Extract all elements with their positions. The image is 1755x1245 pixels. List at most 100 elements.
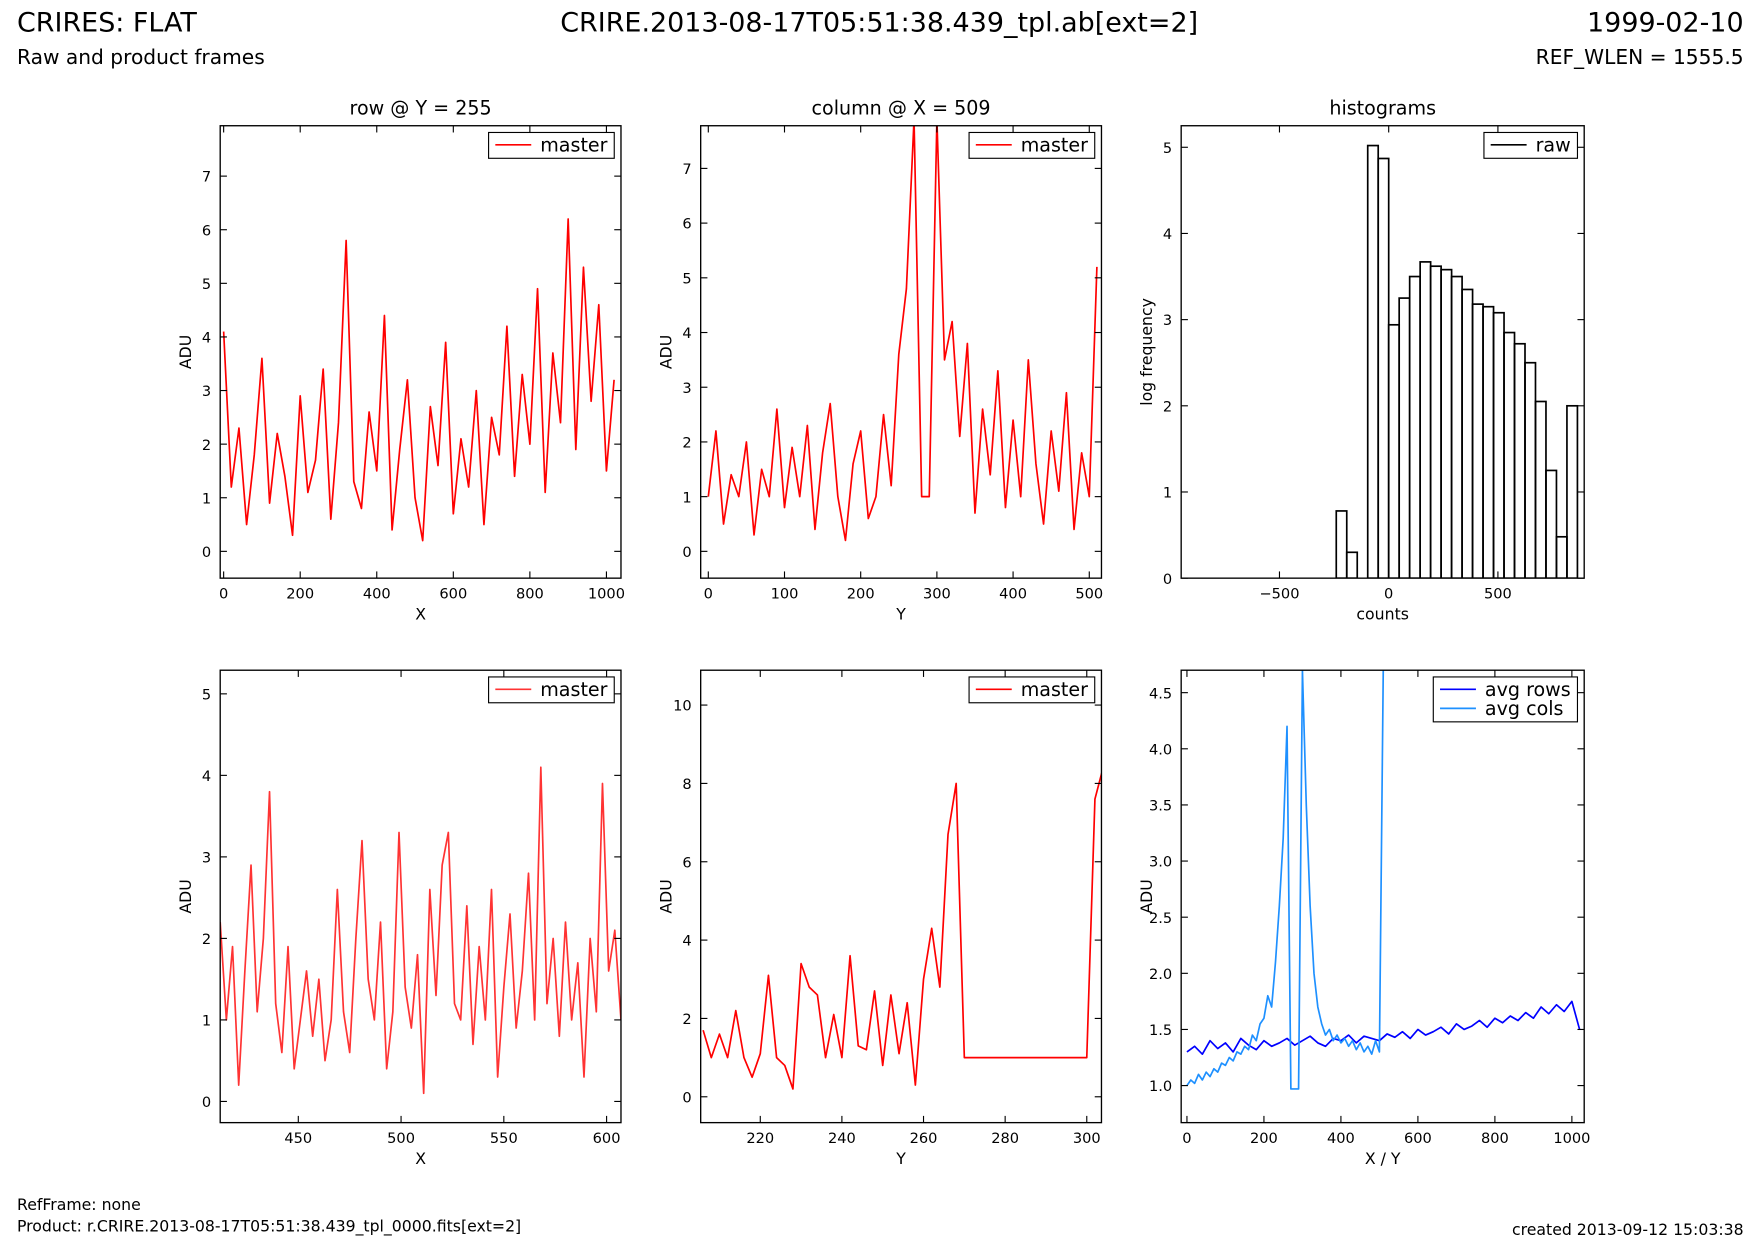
- axes-frame: [1180, 669, 1585, 1124]
- histogram-bin: [1419, 261, 1432, 579]
- y-axis-label: ADU: [1137, 879, 1156, 913]
- y-tick-label: 4.0: [1149, 741, 1172, 758]
- x-tick-label: 300: [923, 585, 951, 602]
- histogram-bin: [1545, 469, 1558, 579]
- y-tick-label: 3.0: [1149, 854, 1172, 871]
- plot-area: [222, 218, 615, 542]
- x-axis-label: X: [415, 1149, 426, 1168]
- y-tick-label: 3: [1163, 312, 1172, 329]
- y-tick-label: 1: [1163, 485, 1172, 502]
- y-tick-label: 6: [202, 222, 211, 239]
- y-tick-label: 0: [202, 544, 211, 561]
- x-tick-label: 550: [490, 1130, 518, 1147]
- y-tick-label: 6: [682, 216, 691, 233]
- y-tick-label: 1: [682, 489, 691, 506]
- legend: master: [968, 676, 1096, 704]
- x-tick-label: 400: [999, 585, 1027, 602]
- histogram-bin: [1492, 311, 1505, 579]
- footer-created: created 2013-09-12 15:03:38: [1512, 1220, 1744, 1239]
- axes-frame: [700, 125, 1103, 579]
- y-tick-label: 1: [202, 1013, 211, 1030]
- legend-label: master: [540, 135, 607, 157]
- y-tick-label: 4.5: [1149, 685, 1172, 702]
- axes: Y ADU 220 240 260 280 300 0 2 4 6 8 10 master: [656, 669, 1103, 1168]
- x-tick-label: 280: [991, 1130, 1019, 1147]
- histogram-bin: [1429, 265, 1442, 579]
- y-tick-label: 5: [202, 276, 211, 293]
- legend-label: master: [1021, 135, 1088, 157]
- y-tick-label: 5: [202, 686, 211, 703]
- y-tick-label: 5: [682, 270, 691, 287]
- x-tick-label: 450: [284, 1130, 312, 1147]
- x-axis-label: counts: [1356, 605, 1408, 624]
- y-axis-label: ADU: [656, 335, 675, 369]
- series-line: [1186, 670, 1385, 1090]
- axes: X / Y ADU 0 200 400 600 800 1000 1.0 1.5 2.0 2.5 3.0…: [1137, 669, 1590, 1168]
- y-tick-label: 2: [682, 1011, 691, 1028]
- y-tick-label: 2: [682, 435, 691, 452]
- y-tick-label: 1: [202, 490, 211, 507]
- y-tick-label: 3.5: [1149, 798, 1172, 815]
- x-tick-label: 260: [910, 1130, 938, 1147]
- y-tick-label: 0: [202, 1094, 211, 1111]
- axes: histograms counts log frequency −500 0 500 0 1 2…: [1137, 98, 1585, 624]
- histogram-bin: [1440, 268, 1453, 579]
- y-tick-label: 4: [202, 330, 211, 347]
- legend: master: [968, 131, 1096, 159]
- y-tick-label: 6: [682, 854, 691, 871]
- x-tick-label: 240: [828, 1130, 856, 1147]
- legend-label: master: [540, 679, 607, 701]
- axes-frame: [219, 125, 622, 579]
- x-tick-label: 0: [1384, 585, 1393, 602]
- histogram-bin: [1335, 510, 1348, 579]
- y-tick-label: 7: [682, 161, 691, 178]
- x-tick-label: −500: [1259, 585, 1299, 602]
- y-axis-label: log frequency: [1137, 298, 1156, 406]
- histogram-bin: [1450, 275, 1463, 579]
- histogram-bin: [1482, 305, 1495, 579]
- x-tick-label: 200: [1250, 1130, 1278, 1147]
- series-line: [707, 125, 1098, 542]
- histogram-bin: [1513, 342, 1526, 579]
- legend: master: [488, 131, 615, 159]
- y-tick-label: 2: [1163, 398, 1172, 415]
- x-axis-label: Y: [895, 1149, 906, 1168]
- x-tick-label: 400: [1327, 1130, 1355, 1147]
- x-tick-label: 600: [593, 1130, 621, 1147]
- histogram-bin: [1398, 297, 1411, 579]
- x-tick-label: 800: [516, 585, 544, 602]
- legend-label: avg cols: [1485, 698, 1564, 720]
- series-line: [220, 766, 621, 1095]
- histogram-bin: [1408, 275, 1421, 579]
- x-tick-label: 600: [439, 585, 467, 602]
- axes: row @ Y = 255 X ADU 0 200 400 600 800 1000 0 1 2 3 4 5…: [176, 98, 625, 624]
- header-subtitle: Raw and product frames: [17, 45, 265, 69]
- axes-title: histograms: [1329, 98, 1436, 120]
- x-tick-label: 0: [704, 585, 713, 602]
- y-tick-label: 2: [202, 931, 211, 948]
- legend: raw: [1483, 131, 1579, 159]
- histogram-bin: [1566, 404, 1579, 579]
- x-tick-label: 400: [363, 585, 391, 602]
- axes-frame: [1180, 125, 1585, 579]
- y-tick-label: 2.5: [1149, 910, 1172, 927]
- y-tick-label: 4: [682, 933, 691, 950]
- header-filename: CRIRE.2013-08-17T05:51:38.439_tpl.ab[ext…: [560, 7, 1198, 38]
- series-line: [222, 218, 615, 542]
- y-tick-label: 2.0: [1149, 966, 1172, 983]
- y-tick-label: 0: [1163, 571, 1172, 588]
- y-tick-label: 4: [1163, 226, 1172, 243]
- histogram-bin: [1377, 157, 1390, 579]
- y-tick-label: 7: [202, 169, 211, 186]
- y-tick-label: 4: [682, 325, 691, 342]
- y-tick-label: 0: [682, 1089, 691, 1106]
- x-tick-label: 500: [1484, 585, 1512, 602]
- x-axis-label: Y: [895, 605, 906, 624]
- axes-frame: [219, 669, 622, 1124]
- x-tick-label: 300: [1073, 1130, 1101, 1147]
- plot-area: [1186, 670, 1581, 1090]
- y-tick-label: 1.5: [1149, 1022, 1172, 1039]
- x-tick-label: 0: [219, 585, 228, 602]
- x-tick-label: 500: [1075, 585, 1103, 602]
